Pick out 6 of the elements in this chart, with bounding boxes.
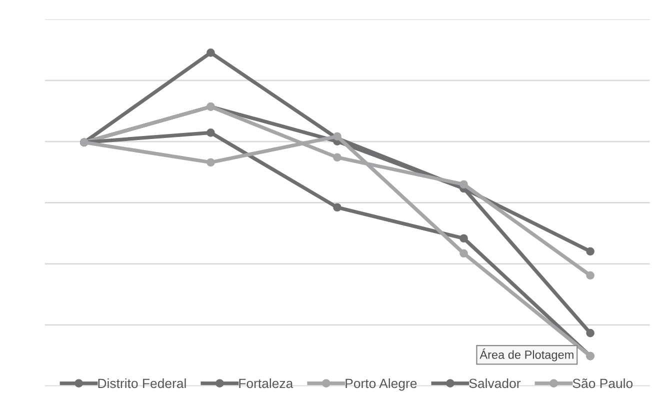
legend-label: São Paulo: [572, 378, 633, 388]
legend-label: Fortaleza: [239, 378, 294, 388]
legend-label: Salvador: [469, 378, 521, 388]
legend-label: Porto Alegre: [346, 378, 417, 391]
annotation: Área de Plotagem: [480, 348, 574, 362]
legend-label: Distrito Federal: [98, 378, 186, 388]
